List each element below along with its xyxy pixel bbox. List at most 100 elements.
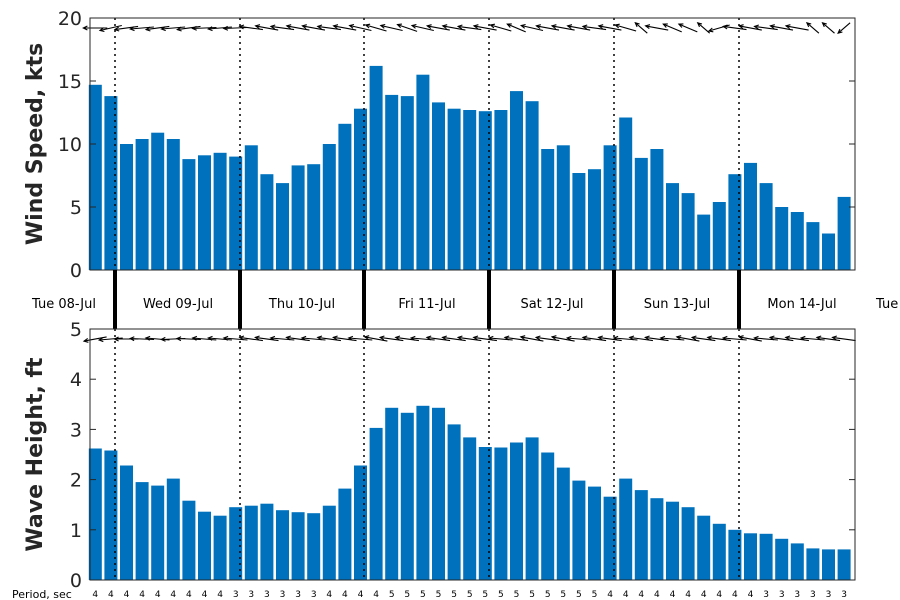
arrow-shaft bbox=[837, 22, 851, 34]
wave-bar bbox=[494, 447, 508, 580]
arrow-head bbox=[425, 335, 432, 341]
arrow-shaft bbox=[692, 336, 716, 342]
arrow-head bbox=[113, 26, 120, 32]
arrow-shaft bbox=[208, 26, 232, 30]
arrow-shaft bbox=[697, 22, 711, 34]
wave-bar bbox=[322, 505, 336, 580]
wind-direction-arrow bbox=[332, 24, 357, 31]
wind-bar bbox=[369, 65, 383, 271]
wind-direction-arrow bbox=[550, 24, 575, 31]
arrow-head bbox=[207, 26, 213, 32]
arrow-head bbox=[737, 24, 744, 30]
arrow-shaft bbox=[520, 336, 544, 342]
arrow-head bbox=[472, 335, 479, 341]
arrow-shaft bbox=[615, 24, 637, 32]
period-value: 4 bbox=[685, 590, 691, 600]
wind-direction-arrow bbox=[535, 24, 560, 31]
period-value: 4 bbox=[217, 590, 223, 600]
wave-bar bbox=[447, 424, 461, 580]
wind-direction-arrow bbox=[597, 24, 622, 31]
wave-direction-arrow bbox=[456, 335, 482, 342]
wind-bar bbox=[666, 183, 679, 270]
period-value: 4 bbox=[92, 590, 98, 600]
arrow-head bbox=[301, 24, 307, 30]
wind-direction-arrow bbox=[348, 23, 372, 32]
wind-speed-panel: 0 5 10 15 20 Wind Speed, kts bbox=[23, 8, 856, 282]
arrow-head bbox=[332, 335, 338, 341]
wind-direction-arrow bbox=[634, 21, 648, 34]
wave-height-y-ticks: 0 1 2 3 4 5 bbox=[70, 319, 855, 592]
arrow-shaft bbox=[380, 336, 404, 342]
arrow-shaft bbox=[490, 24, 512, 32]
arrow-head bbox=[821, 21, 827, 28]
period-value: 4 bbox=[342, 590, 348, 600]
wave-bar bbox=[666, 501, 679, 580]
arrow-head bbox=[238, 24, 245, 30]
period-value: 5 bbox=[436, 590, 442, 600]
wave-direction-arrows bbox=[82, 335, 856, 343]
wind-direction-arrow bbox=[519, 23, 544, 32]
wave-bar bbox=[369, 427, 383, 580]
arrow-shaft bbox=[426, 336, 451, 342]
arrow-shaft bbox=[754, 25, 778, 31]
wind-bar bbox=[182, 159, 196, 270]
arrow-shaft bbox=[551, 25, 575, 31]
wind-bar bbox=[775, 207, 789, 270]
wave-direction-arrow bbox=[97, 337, 123, 343]
arrow-head bbox=[675, 335, 682, 341]
arrow-head bbox=[566, 24, 573, 30]
period-value: 3 bbox=[264, 590, 270, 600]
arrow-head bbox=[364, 23, 371, 29]
wind-direction-arrow bbox=[98, 24, 122, 33]
arrow-head bbox=[394, 335, 401, 341]
day-labels-band: Tue 08-Jul Wed 09-Jul Thu 10-Jul Fri 11-Jul… bbox=[31, 270, 898, 330]
y-tick-label: 5 bbox=[70, 319, 82, 341]
wind-direction-arrow bbox=[364, 23, 387, 32]
wind-direction-arrow bbox=[285, 24, 310, 31]
wind-direction-arrow bbox=[396, 23, 418, 32]
wave-height-panel: 0 1 2 3 4 5 Wave Height, ft bbox=[23, 319, 856, 592]
arrow-head bbox=[753, 335, 759, 341]
arrow-head bbox=[628, 335, 635, 341]
wind-direction-arrow bbox=[207, 26, 232, 32]
period-value: 4 bbox=[623, 590, 629, 600]
wind-bar bbox=[712, 202, 726, 270]
arrow-shaft bbox=[770, 336, 794, 342]
day-label: Tue bbox=[875, 297, 898, 312]
period-value: 5 bbox=[592, 590, 598, 600]
arrow-head bbox=[316, 335, 323, 341]
wave-bar bbox=[759, 533, 773, 580]
wave-direction-arrow bbox=[519, 335, 544, 342]
arrow-head bbox=[316, 24, 323, 30]
period-value: 5 bbox=[498, 590, 504, 600]
wind-bar bbox=[307, 164, 321, 270]
period-value: 4 bbox=[638, 590, 644, 600]
period-value: 4 bbox=[748, 590, 754, 600]
y-tick-label: 0 bbox=[70, 260, 82, 282]
y-tick-label: 1 bbox=[70, 520, 82, 542]
arrow-head bbox=[519, 335, 526, 341]
wind-direction-arrow bbox=[837, 22, 851, 35]
arrow-head bbox=[207, 335, 213, 341]
wind-speed-axis-label: Wind Speed, kts bbox=[23, 43, 48, 245]
wind-direction-arrow bbox=[677, 23, 698, 33]
period-value: 4 bbox=[186, 590, 192, 600]
period-value: 5 bbox=[545, 590, 551, 600]
arrow-shaft bbox=[504, 336, 529, 342]
arrow-shaft bbox=[536, 336, 560, 342]
arrow-shaft bbox=[365, 24, 387, 32]
arrow-shaft bbox=[317, 25, 341, 31]
period-value: 3 bbox=[233, 590, 239, 600]
arrow-head bbox=[614, 23, 620, 29]
y-tick-label: 2 bbox=[70, 470, 82, 492]
wind-direction-arrow bbox=[425, 24, 450, 31]
wave-bar bbox=[338, 488, 352, 580]
arrow-head bbox=[269, 24, 276, 30]
wind-direction-arrow bbox=[489, 23, 512, 32]
wind-speed-bars bbox=[88, 65, 851, 271]
wave-direction-arrow bbox=[534, 335, 560, 342]
arrow-head bbox=[269, 335, 276, 341]
wave-bar bbox=[572, 480, 586, 580]
arrow-head bbox=[113, 336, 119, 342]
